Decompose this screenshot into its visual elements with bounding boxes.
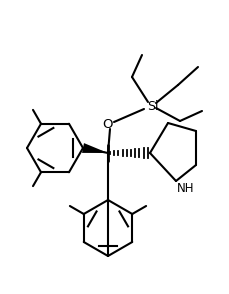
Text: NH: NH (177, 183, 194, 196)
Text: Si: Si (147, 99, 158, 113)
Text: O: O (102, 118, 113, 131)
Polygon shape (82, 143, 108, 153)
